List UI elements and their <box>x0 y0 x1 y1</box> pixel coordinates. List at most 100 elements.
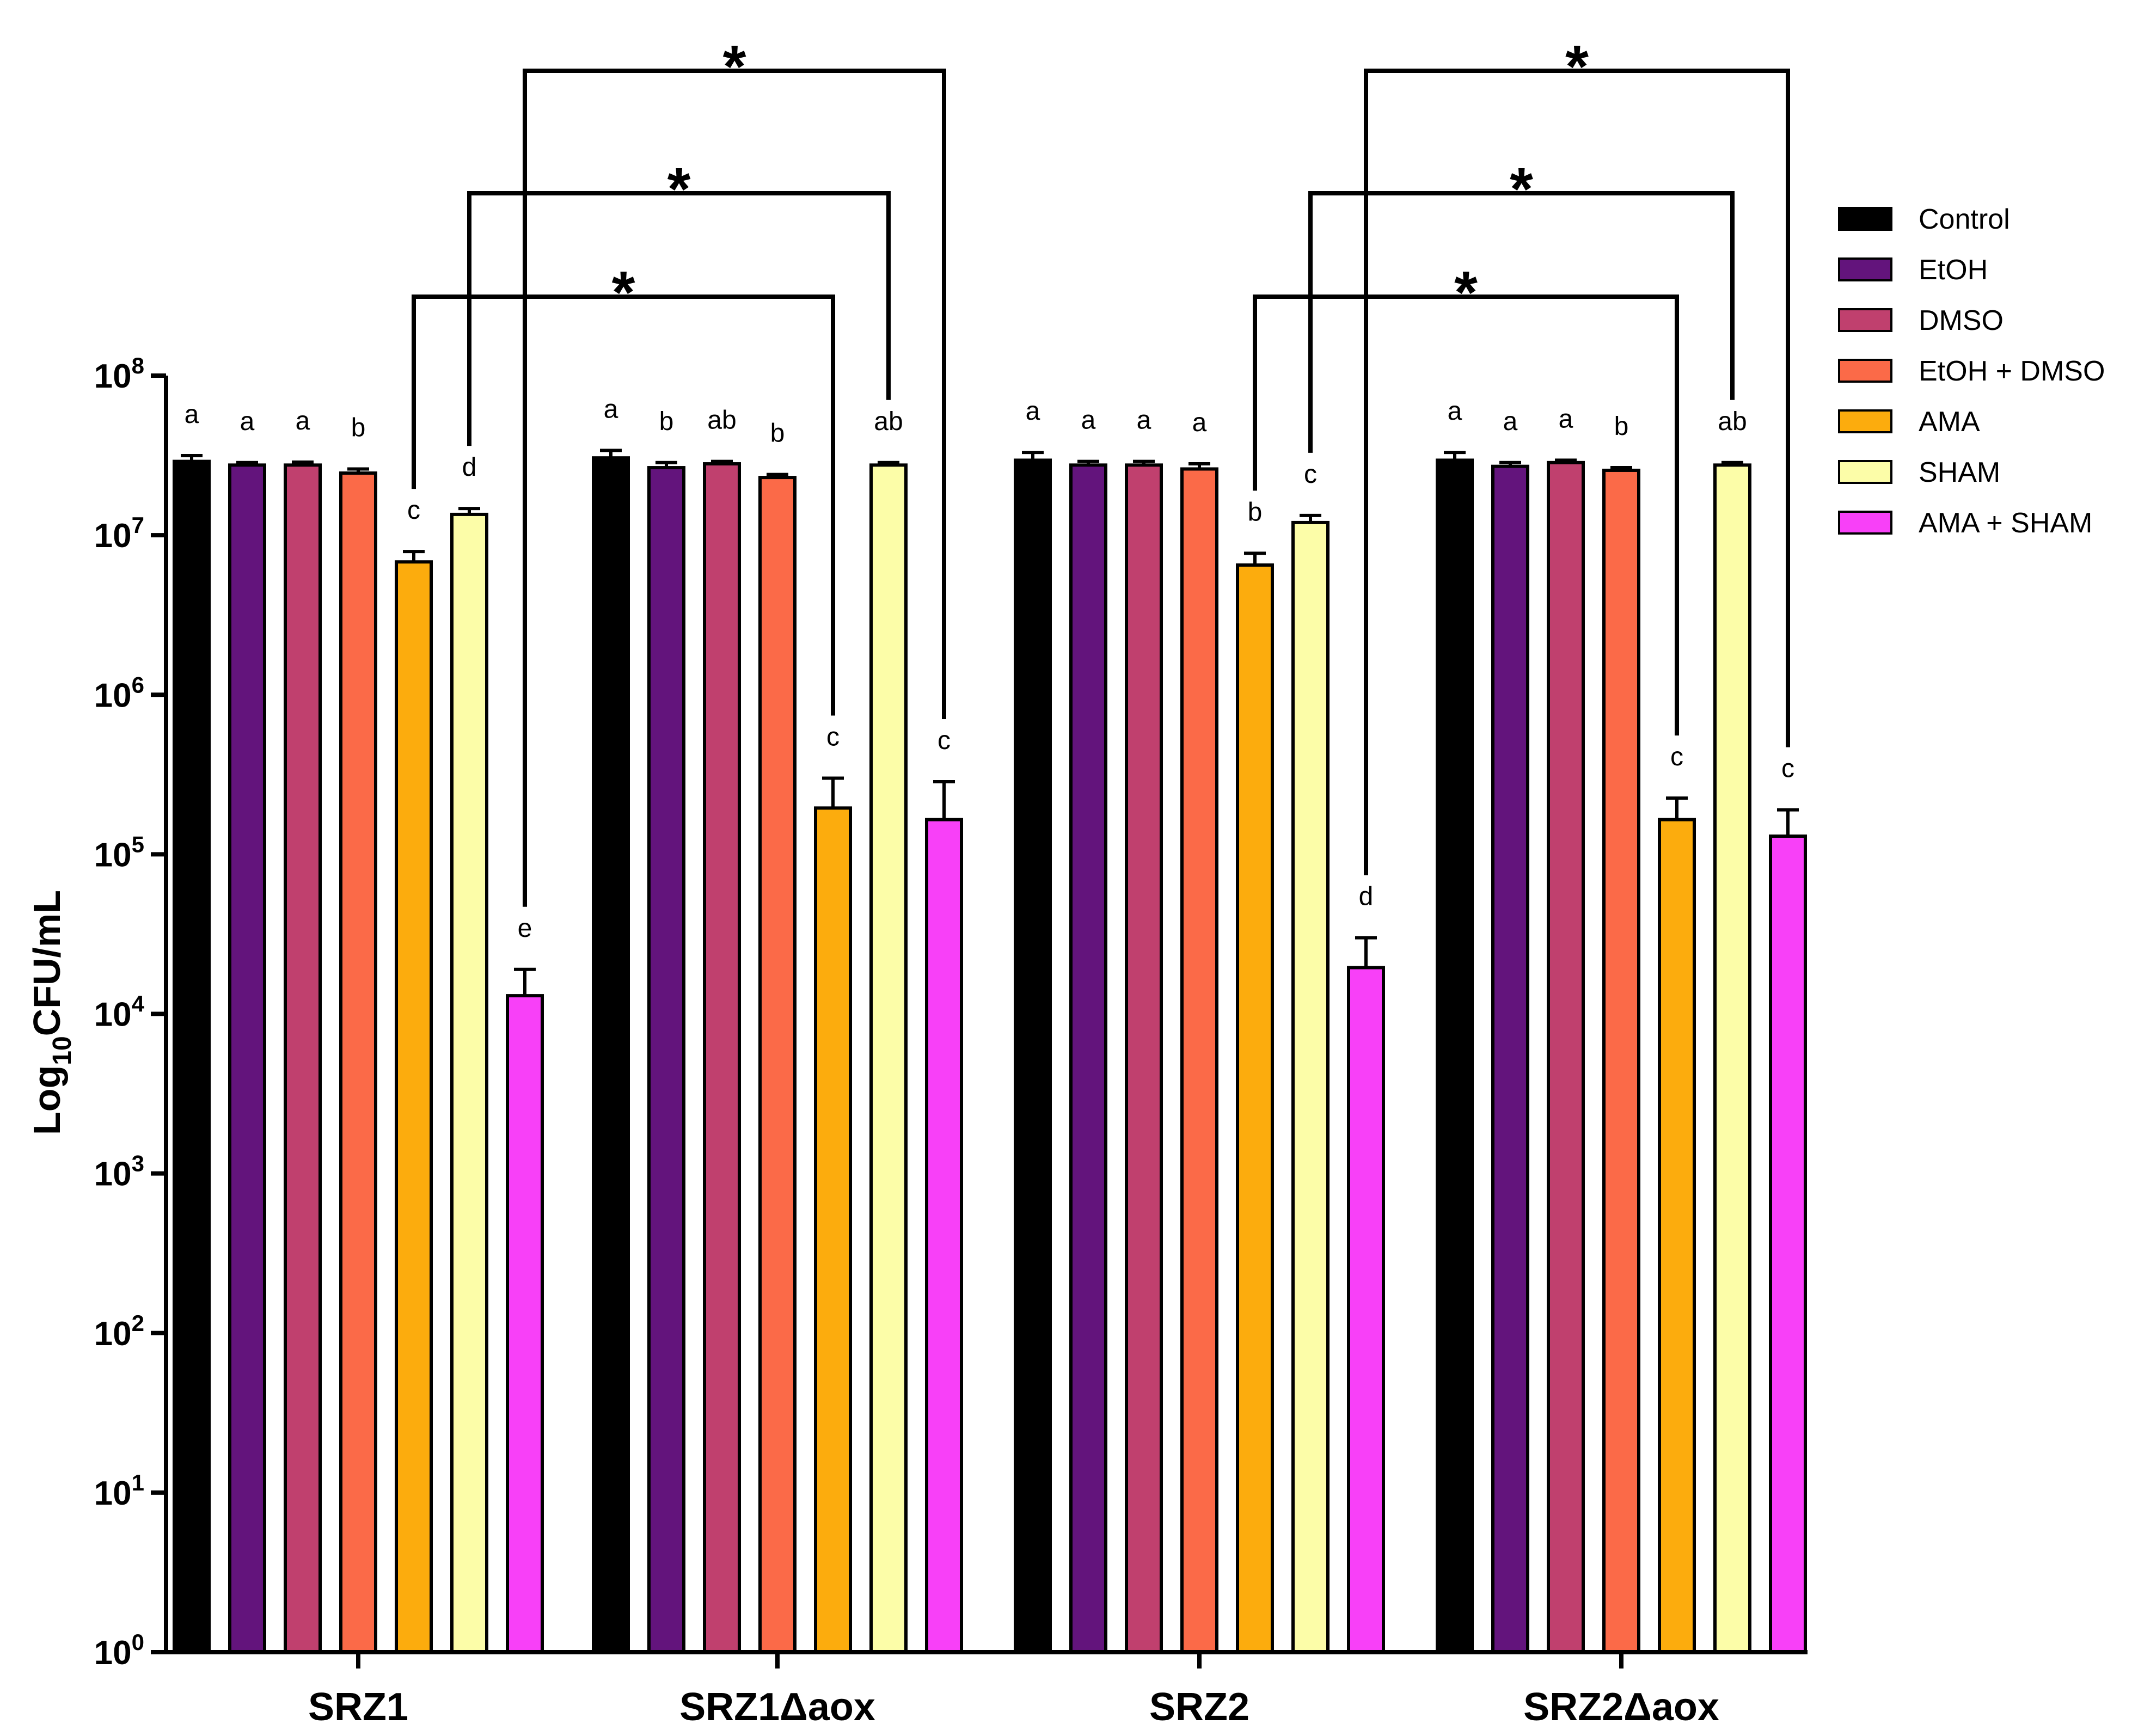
significance-letter: a <box>1137 406 1151 435</box>
significance-bracket <box>523 69 946 907</box>
significance-letter: c <box>1304 460 1317 489</box>
bar <box>173 459 211 1654</box>
significance-letter: a <box>604 395 618 424</box>
bar <box>506 994 544 1654</box>
bar <box>395 560 433 1654</box>
significance-letter: b <box>1614 412 1629 441</box>
axes-layer: 100 101 102 103 104 105 106 107 108 SRZ1 SRZ1Δaox S… <box>26 353 1808 1729</box>
significance-letter: d <box>1359 882 1374 911</box>
significance-bracket <box>467 191 891 446</box>
significance-letter: c <box>938 726 951 755</box>
bar <box>1291 520 1330 1654</box>
legend-label: SHAM <box>1919 457 2000 488</box>
legend: Control EtOH DMSO EtOH + DMSO AMA SHAM AMA + S… <box>1838 204 2105 539</box>
legend-label: DMSO <box>1919 305 2004 336</box>
significance-letter: a <box>1192 408 1207 437</box>
bar <box>1713 463 1751 1654</box>
bar <box>450 512 488 1654</box>
significance-letter: a <box>240 407 255 436</box>
y-tick-label: 108 <box>94 353 144 395</box>
significance-bracket <box>1364 69 1790 875</box>
legend-swatch <box>1838 207 1892 231</box>
x-category-label: SRZ2Δaox <box>1523 1685 1719 1729</box>
significance-letter: b <box>1248 498 1263 526</box>
y-tick-label: 107 <box>94 512 144 555</box>
error-bars-layer <box>181 449 1799 996</box>
bar <box>1547 461 1585 1654</box>
y-tick-label: 105 <box>94 831 144 874</box>
significance-brackets-layer: * * * * * * <box>412 33 1790 907</box>
legend-swatch <box>1838 460 1892 484</box>
legend-label: AMA <box>1919 406 1980 438</box>
significance-star: * <box>723 33 746 100</box>
significance-letter: a <box>1026 397 1040 426</box>
bar <box>228 463 266 1654</box>
legend-swatch <box>1838 359 1892 383</box>
y-tick-label: 100 <box>94 1629 144 1672</box>
legend-swatch <box>1838 511 1892 535</box>
legend-label: EtOH <box>1919 254 1988 286</box>
x-category-label: SRZ1Δaox <box>679 1685 875 1729</box>
legend-label: AMA + SHAM <box>1919 507 2092 539</box>
bar <box>1236 563 1274 1654</box>
legend-label: Control <box>1919 204 2010 235</box>
significance-letter: b <box>770 419 785 448</box>
significance-bracket <box>412 295 835 716</box>
bar <box>1125 463 1163 1654</box>
bar <box>1491 464 1529 1654</box>
bar <box>869 463 908 1654</box>
significance-star: * <box>1510 156 1533 223</box>
significance-letter: c <box>826 723 840 752</box>
significance-letter: a <box>1503 407 1518 436</box>
bar <box>647 466 685 1654</box>
legend-swatch <box>1838 257 1892 281</box>
bar <box>1436 458 1474 1654</box>
significance-letter: e <box>518 914 532 943</box>
bar <box>284 463 322 1654</box>
bar <box>339 471 377 1654</box>
bars-layer <box>173 456 1807 1654</box>
significance-letter: c <box>407 496 420 525</box>
significance-star: * <box>1454 259 1478 326</box>
y-tick-label: 102 <box>94 1310 144 1353</box>
significance-letter: a <box>296 407 310 435</box>
bar <box>758 476 797 1654</box>
significance-letter: c <box>1670 743 1683 771</box>
bar <box>1347 966 1385 1654</box>
x-category-label: SRZ2 <box>1149 1685 1249 1729</box>
significance-letter: ab <box>707 406 736 435</box>
bar <box>1658 818 1696 1654</box>
significance-letter: b <box>659 407 674 436</box>
significance-letter: a <box>1081 406 1096 435</box>
significance-star: * <box>1565 33 1589 100</box>
significance-bracket <box>1308 191 1735 453</box>
significance-letter: ab <box>874 407 903 436</box>
significance-star: * <box>612 259 635 326</box>
significance-letter: c <box>1781 754 1794 783</box>
bar <box>814 806 852 1654</box>
bar <box>1069 463 1107 1654</box>
y-tick-label: 106 <box>94 672 144 714</box>
significance-bracket <box>1253 295 1679 736</box>
y-axis-title: Log10CFU/mL <box>26 890 77 1135</box>
bar <box>1180 467 1218 1654</box>
legend-swatch <box>1838 409 1892 433</box>
significance-letter: d <box>462 453 477 482</box>
bar <box>703 462 741 1654</box>
significance-letter: a <box>1448 397 1462 426</box>
bar <box>1769 834 1807 1654</box>
y-tick-label: 104 <box>94 991 145 1034</box>
significance-star: * <box>667 156 691 223</box>
significance-letter: a <box>185 400 199 429</box>
significance-letter: ab <box>1718 407 1747 436</box>
significance-letter: a <box>1559 404 1573 433</box>
bar <box>925 818 963 1654</box>
x-category-label: SRZ1 <box>308 1685 408 1729</box>
bar <box>1602 468 1640 1654</box>
legend-swatch <box>1838 308 1892 332</box>
y-tick-label: 101 <box>94 1470 144 1512</box>
y-tick-label: 103 <box>94 1151 144 1193</box>
legend-label: EtOH + DMSO <box>1919 355 2105 387</box>
